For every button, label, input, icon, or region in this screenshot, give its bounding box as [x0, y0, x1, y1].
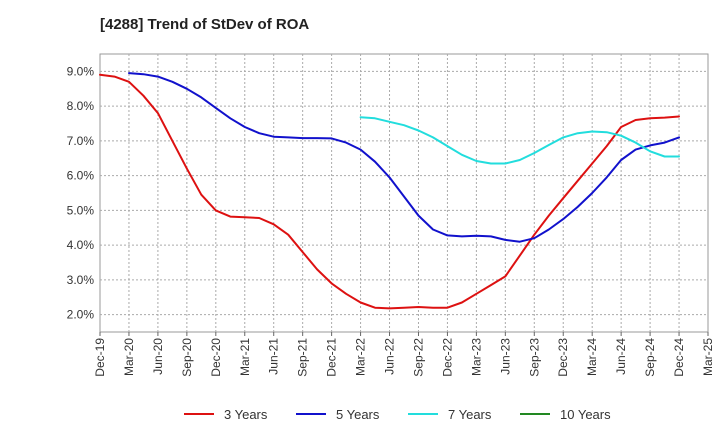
series-line-3-years [99, 73, 680, 310]
x-tick-label: Mar-25 [701, 338, 715, 376]
x-tick-label: Jun-24 [614, 338, 628, 375]
x-tick-label: Mar-21 [238, 338, 252, 376]
series-line-5-years [128, 72, 680, 243]
x-tick-label: Sep-24 [643, 338, 657, 377]
x-tick-label: Jun-23 [498, 338, 512, 375]
x-tick-label: Dec-19 [93, 338, 107, 377]
x-tick-label: Jun-21 [267, 338, 281, 375]
y-tick-label: 2.0% [67, 308, 95, 322]
y-tick-label: 9.0% [67, 64, 95, 78]
y-tick-label: 4.0% [67, 238, 95, 252]
legend-label: 7 Years [448, 407, 492, 422]
x-tick-label: Jun-22 [383, 338, 397, 375]
y-tick-label: 7.0% [67, 134, 95, 148]
x-tick-label: Jun-20 [151, 338, 165, 375]
y-tick-label: 5.0% [67, 203, 95, 217]
x-tick-label: Sep-21 [296, 338, 310, 377]
chart-title: [4288] Trend of StDev of ROA [100, 16, 310, 33]
x-tick-label: Sep-23 [527, 338, 541, 377]
y-tick-label: 6.0% [67, 169, 95, 183]
x-tick-label: Sep-20 [180, 338, 194, 377]
x-tick-label: Dec-22 [440, 338, 454, 377]
x-tick-label: Dec-24 [672, 338, 686, 377]
x-tick-label: Sep-22 [411, 338, 425, 377]
x-tick-label: Dec-21 [325, 338, 339, 377]
y-tick-label: 3.0% [67, 273, 95, 287]
x-tick-label: Mar-24 [585, 338, 599, 376]
plot-area [99, 53, 709, 333]
y-tick-label: 8.0% [67, 99, 95, 113]
legend-label: 10 Years [560, 407, 611, 422]
legend-label: 3 Years [224, 407, 268, 422]
x-tick-label: Mar-20 [122, 338, 136, 376]
x-tick-label: Mar-23 [469, 338, 483, 376]
legend-label: 5 Years [336, 407, 380, 422]
x-tick-label: Dec-23 [556, 338, 570, 377]
x-tick-label: Dec-20 [209, 338, 223, 377]
x-tick-label: Mar-22 [354, 338, 368, 376]
series-line-7-years [359, 116, 680, 165]
